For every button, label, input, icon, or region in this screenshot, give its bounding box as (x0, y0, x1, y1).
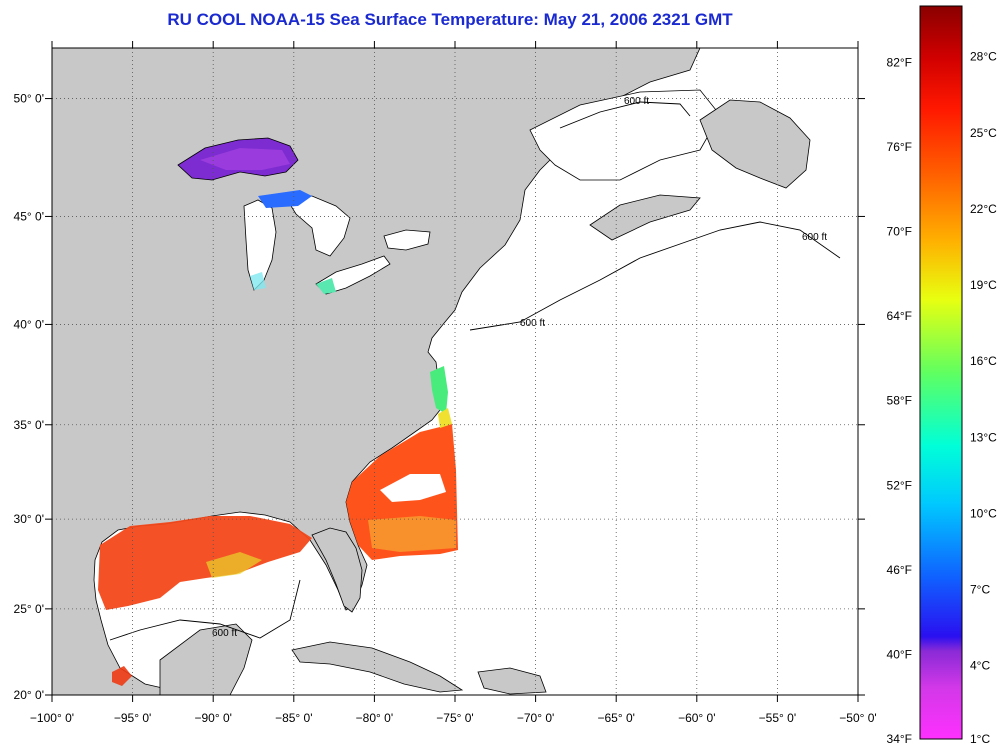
latitude-label: 40° 0' (14, 317, 44, 331)
sst-gulf-of-mexico (98, 516, 312, 610)
lake-ontario (383, 229, 431, 251)
colorbar-celsius-label: 4°C (970, 659, 990, 673)
longitude-label: −100° 0' (30, 711, 74, 725)
contour-label-600ft-gulf: 600 ft (212, 628, 237, 639)
longitude-label: −80° 0' (356, 711, 393, 725)
longitude-label: −85° 0' (275, 711, 312, 725)
colorbar-celsius-label: 13°C (970, 430, 997, 444)
land-yucatan (159, 623, 253, 695)
land-cuba (291, 641, 464, 693)
colorbar-celsius-label: 25°C (970, 126, 997, 140)
land-nova-scotia (589, 194, 701, 241)
longitude-label: −65° 0' (597, 711, 634, 725)
land-newfoundland (699, 99, 811, 189)
longitude-label: −50° 0' (839, 711, 876, 725)
colorbar-celsius-label: 10°C (970, 506, 997, 520)
longitude-label: −95° 0' (114, 711, 151, 725)
colorbar-labels: 82°F 76°F 70°F 64°F 58°F 52°F 46°F 40°F 34°F 28°C… (887, 50, 998, 746)
colorbar-fahrenheit-label: 52°F (887, 478, 912, 492)
longitude-label: −70° 0' (517, 711, 554, 725)
colorbar-celsius-label: 1°C (970, 732, 990, 746)
sst-stream-orange (368, 516, 456, 552)
colorbar-fahrenheit-label: 64°F (887, 309, 912, 323)
map-plot-area: 600 ft 600 ft 600 ft 600 ft (52, 48, 858, 695)
colorbar-fahrenheit-label: 34°F (887, 732, 912, 746)
sst-hatteras-yellow (438, 408, 452, 428)
colorbar-celsius-label: 16°C (970, 354, 997, 368)
colorbar-fahrenheit-label: 82°F (887, 55, 912, 69)
colorbar-celsius-label: 28°C (970, 50, 997, 64)
contour-label-600ft-east: 600 ft (802, 232, 827, 243)
longitude-label: −60° 0' (678, 711, 715, 725)
longitude-label: −55° 0' (759, 711, 796, 725)
colorbar-fahrenheit-label: 58°F (887, 394, 912, 408)
sst-cloud-gap (380, 474, 446, 502)
sst-gulf-patch-yellow (206, 552, 262, 578)
colorbar-celsius-label: 19°C (970, 278, 997, 292)
colorbar-celsius-label: 7°C (970, 583, 990, 597)
colorbar-fahrenheit-label: 46°F (887, 563, 912, 577)
isobath-600ft (469, 221, 841, 331)
colorbar-fahrenheit-label: 70°F (887, 225, 912, 239)
land-hispaniola (477, 667, 547, 695)
isobath-600ft-gulf (109, 579, 301, 641)
gulf-of-st-lawrence (529, 89, 721, 181)
latitude-label: 50° 0' (14, 92, 44, 106)
longitude-label: −75° 0' (436, 711, 473, 725)
latitude-labels: 20° 0' 25° 0' 30° 0' 35° 0' 40° 0' 45° 0' 50° … (14, 92, 44, 702)
sst-lake-michigan-cool (250, 272, 266, 290)
latitude-label: 20° 0' (14, 688, 44, 702)
sst-cape-hatteras (430, 366, 448, 414)
colorbar-celsius-label: 22°C (970, 202, 997, 216)
sst-lake-superior-cold (200, 148, 290, 170)
isobath-600ft-stlawrence (559, 101, 691, 129)
contour-label-600ft-north: 600 ft (624, 96, 649, 107)
sst-yucatan-patch (112, 666, 132, 686)
longitude-label: −90° 0' (194, 711, 231, 725)
colorbar-fahrenheit-label: 76°F (887, 140, 912, 154)
map-ticks (45, 41, 865, 702)
latitude-label: 25° 0' (14, 602, 44, 616)
lake-huron (285, 195, 351, 257)
map-title: RU COOL NOAA-15 Sea Surface Temperature:… (167, 10, 733, 29)
latitude-label: 30° 0' (14, 512, 44, 526)
sst-lake-huron-cold (258, 190, 312, 208)
colorbar (919, 5, 963, 740)
colorbar-fahrenheit-label: 40°F (887, 647, 912, 661)
sst-lake-erie-cool (316, 278, 336, 294)
contour-label-600ft: 600 ft (520, 318, 545, 329)
land-florida (311, 527, 363, 613)
longitude-labels: −100° 0' −95° 0' −90° 0' −85° 0' −80° 0' −75°… (30, 711, 877, 725)
latitude-label: 35° 0' (14, 418, 44, 432)
latitude-label: 45° 0' (14, 209, 44, 223)
